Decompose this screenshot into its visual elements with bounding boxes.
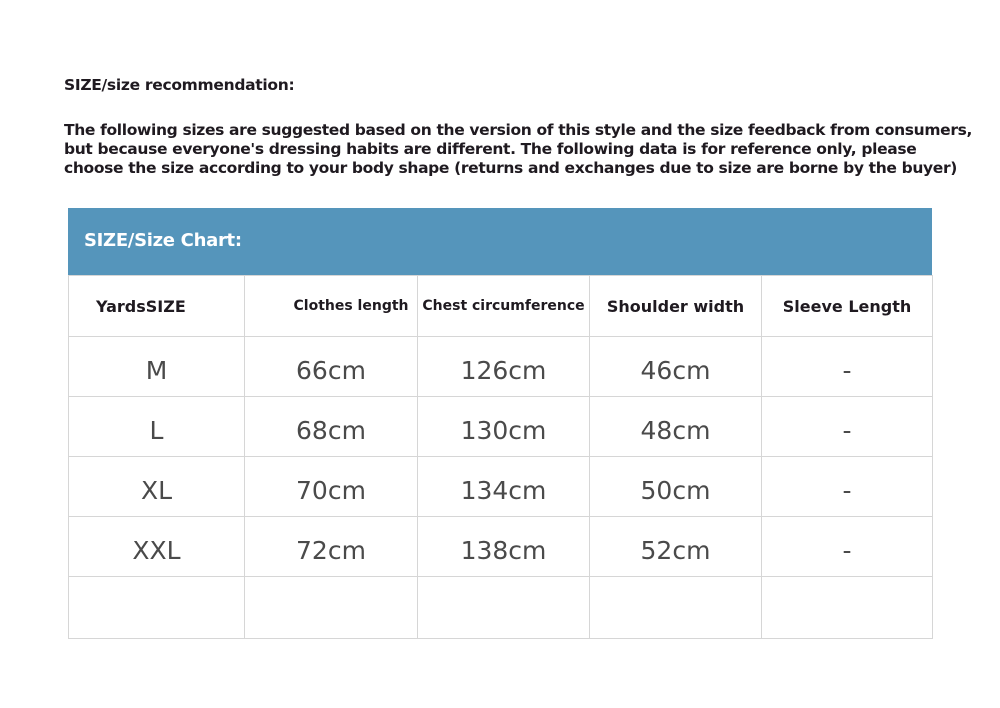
table-cell: 46cm: [589, 336, 762, 397]
table-row: XXL 72cm 138cm 52cm -: [68, 516, 933, 577]
table-cell: [244, 576, 418, 639]
column-header: Sleeve Length: [761, 275, 933, 337]
table-cell: 50cm: [589, 456, 762, 517]
table-cell: XL: [68, 456, 245, 517]
size-chart-banner: SIZE/Size Chart:: [68, 208, 932, 275]
column-header: Shoulder width: [589, 275, 762, 337]
table-cell: 70cm: [244, 456, 418, 517]
intro-text: The following sizes are suggested based …: [64, 121, 973, 178]
table-cell: 52cm: [589, 516, 762, 577]
table-row: XL 70cm 134cm 50cm -: [68, 456, 933, 517]
table-cell: 68cm: [244, 396, 418, 457]
table-row: L 68cm 130cm 48cm -: [68, 396, 933, 457]
empty-table-row: [68, 576, 933, 639]
table-cell: L: [68, 396, 245, 457]
table-cell: -: [761, 336, 933, 397]
intro-line: The following sizes are suggested based …: [64, 121, 973, 139]
table-cell: XXL: [68, 516, 245, 577]
table-cell: 66cm: [244, 336, 418, 397]
table-cell: 138cm: [417, 516, 590, 577]
column-header: YardsSIZE: [68, 275, 245, 337]
table-cell: 126cm: [417, 336, 590, 397]
size-table: YardsSIZE Clothes length Chest circumfer…: [68, 275, 933, 639]
intro-line: but because everyone's dressing habits a…: [64, 140, 917, 158]
table-row: M 66cm 126cm 46cm -: [68, 336, 933, 397]
table-cell: [761, 576, 933, 639]
table-cell: 130cm: [417, 396, 590, 457]
table-cell: -: [761, 456, 933, 517]
table-cell: 134cm: [417, 456, 590, 517]
table-cell: [68, 576, 245, 639]
intro-line: choose the size according to your body s…: [64, 159, 957, 177]
column-header: Clothes length: [244, 275, 418, 337]
table-cell: -: [761, 516, 933, 577]
table-cell: M: [68, 336, 245, 397]
size-chart-title: SIZE/Size Chart:: [84, 230, 242, 251]
table-cell: [417, 576, 590, 639]
table-cell: 72cm: [244, 516, 418, 577]
table-cell: 48cm: [589, 396, 762, 457]
column-header: Chest circumference: [417, 275, 590, 337]
table-cell: -: [761, 396, 933, 457]
table-cell: [589, 576, 762, 639]
table-header-row: YardsSIZE Clothes length Chest circumfer…: [68, 275, 933, 337]
section-heading: SIZE/size recommendation:: [64, 76, 295, 94]
